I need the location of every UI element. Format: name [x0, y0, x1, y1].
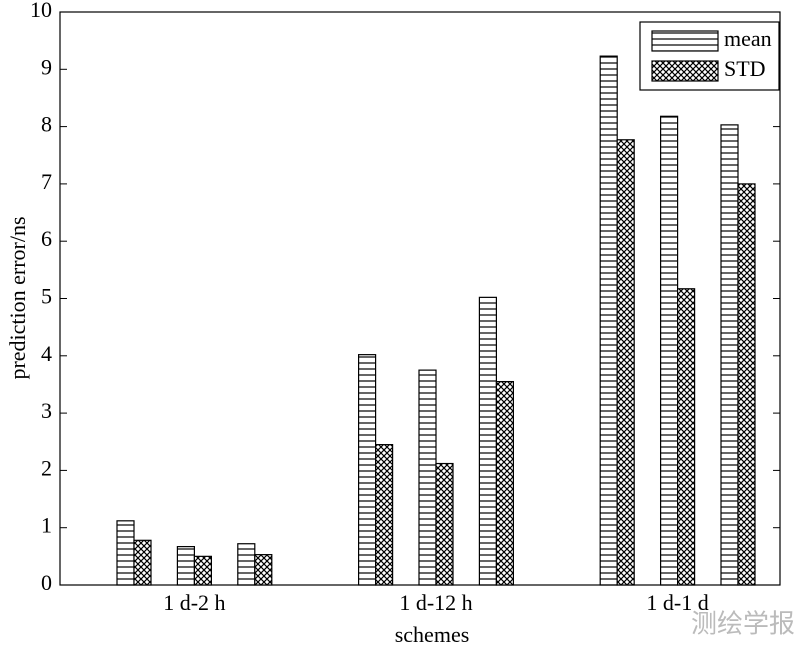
y-tick-label: 0	[41, 570, 52, 595]
watermark: 测绘学报	[691, 610, 795, 640]
x-tick-label: 1 d-1 d	[646, 590, 708, 615]
bar	[478, 296, 497, 586]
bar	[116, 520, 135, 586]
y-tick-label: 9	[41, 54, 52, 79]
bar	[254, 554, 273, 586]
legend-label: STD	[724, 56, 766, 81]
bar	[676, 288, 696, 586]
y-tick-label: 10	[30, 0, 52, 22]
bar	[133, 539, 152, 586]
x-axis-label: schemes	[395, 622, 470, 647]
bar	[599, 55, 618, 586]
y-tick-label: 8	[41, 112, 52, 137]
bar	[659, 115, 679, 586]
y-tick-label: 6	[41, 226, 52, 251]
bar	[375, 444, 394, 586]
legend-label: mean	[724, 26, 772, 51]
bar	[358, 354, 377, 586]
y-axis-label: prediction error/ns	[5, 216, 30, 379]
bar	[418, 369, 437, 586]
bar	[737, 183, 756, 586]
bar	[616, 139, 635, 586]
x-tick-label: 1 d-2 h	[163, 590, 225, 615]
y-tick-label: 7	[41, 169, 52, 194]
bar	[237, 543, 256, 586]
bar	[495, 380, 514, 586]
bar	[720, 124, 739, 586]
legend-swatch	[651, 60, 719, 82]
legend-swatch	[651, 30, 719, 52]
y-tick-label: 5	[41, 284, 52, 309]
x-tick-label: 1 d-12 h	[399, 590, 472, 615]
y-tick-label: 2	[41, 455, 52, 480]
bar	[176, 546, 195, 586]
y-tick-label: 3	[41, 398, 52, 423]
y-tick-label: 4	[41, 341, 52, 366]
bar	[193, 555, 212, 586]
y-tick-label: 1	[41, 513, 52, 538]
bar	[435, 462, 454, 586]
